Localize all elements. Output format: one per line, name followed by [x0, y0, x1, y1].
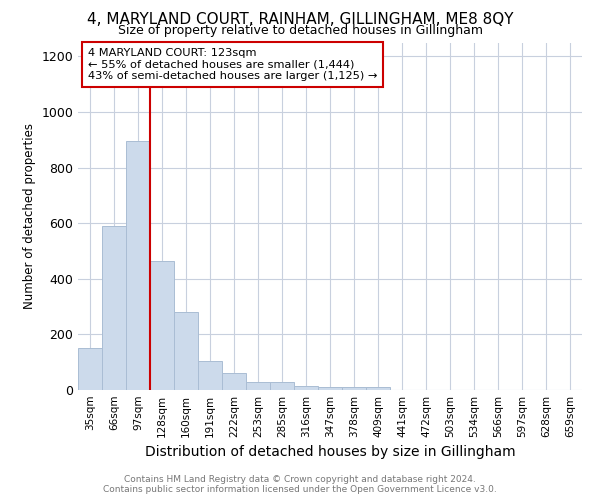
Bar [246, 382, 270, 390]
X-axis label: Distribution of detached houses by size in Gillingham: Distribution of detached houses by size … [145, 446, 515, 460]
Text: Contains HM Land Registry data © Crown copyright and database right 2024.
Contai: Contains HM Land Registry data © Crown c… [103, 474, 497, 494]
Bar [366, 387, 390, 390]
Bar [78, 348, 102, 390]
Bar [174, 312, 198, 390]
Bar [126, 141, 150, 390]
Bar [270, 382, 294, 390]
Bar [294, 386, 318, 390]
Text: Size of property relative to detached houses in Gillingham: Size of property relative to detached ho… [118, 24, 482, 37]
Bar [222, 374, 246, 390]
Y-axis label: Number of detached properties: Number of detached properties [23, 123, 36, 309]
Bar [198, 361, 222, 390]
Bar [318, 387, 342, 390]
Bar [102, 226, 126, 390]
Text: 4, MARYLAND COURT, RAINHAM, GILLINGHAM, ME8 8QY: 4, MARYLAND COURT, RAINHAM, GILLINGHAM, … [87, 12, 513, 28]
Text: 4 MARYLAND COURT: 123sqm
← 55% of detached houses are smaller (1,444)
43% of sem: 4 MARYLAND COURT: 123sqm ← 55% of detach… [88, 48, 377, 81]
Bar [150, 260, 174, 390]
Bar [342, 387, 366, 390]
